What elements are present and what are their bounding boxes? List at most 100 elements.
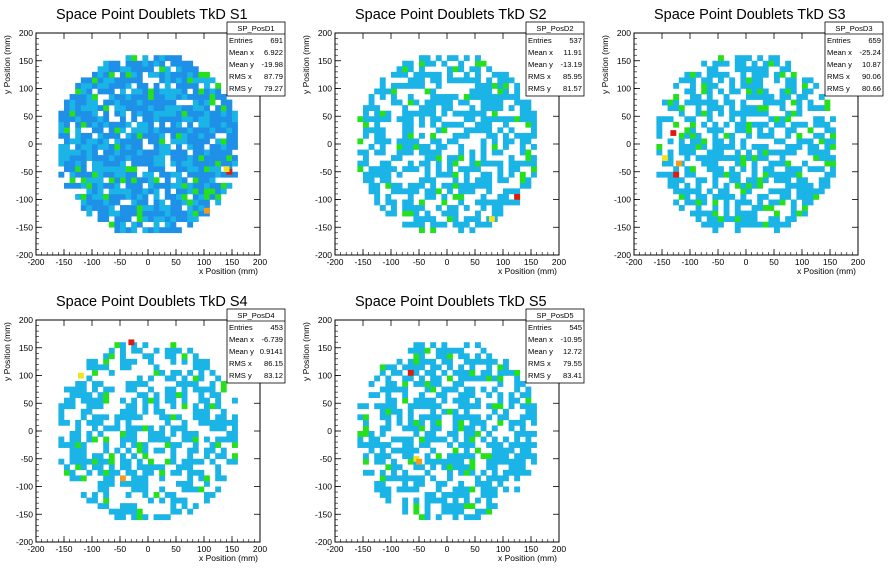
bin [176,205,182,211]
bin [114,508,121,515]
bin [452,381,459,387]
bin [64,138,70,145]
bin [430,221,437,228]
bin [718,144,724,150]
bin [751,221,758,228]
bin [97,182,104,189]
bin [148,177,154,184]
bin [159,425,166,432]
bin [740,166,747,173]
bin [75,431,82,437]
bin [667,116,674,123]
bin [458,199,465,206]
bin [514,431,521,437]
bin [136,66,143,73]
bin [159,149,166,156]
bin [458,464,465,471]
bin [80,82,87,89]
bin [757,132,764,139]
bin [80,94,87,100]
bin [480,469,487,476]
bin [192,431,199,437]
bin [58,127,65,134]
bin [176,88,182,95]
bin [131,397,138,404]
bin [125,425,132,432]
bin [363,149,369,156]
bin [441,353,448,360]
x-tick-label: -200 [625,257,642,267]
bin [379,77,386,84]
x-axis-label: x Position (mm) [199,266,258,276]
bin [746,77,752,84]
y-tick-label: 150 [318,56,332,66]
bin [198,94,205,100]
bin [363,105,369,111]
stat-value: 11.91 [564,48,582,57]
bin [441,503,448,509]
bin [75,171,82,178]
bin [220,453,227,460]
bin [80,447,87,454]
bin [136,221,143,228]
bin [204,480,210,487]
bin [198,138,205,145]
bin [136,199,143,206]
y-tick-label: 50 [323,398,333,408]
x-tick-label: -200 [27,257,44,267]
bin [458,503,465,509]
bin [198,486,205,493]
bin [712,82,719,89]
bin [503,82,509,89]
bin [232,436,238,443]
bin [491,408,498,415]
bin [86,358,93,365]
bin [374,403,381,410]
bin [762,110,769,117]
bin [497,403,504,410]
bin [120,94,126,100]
bin [452,386,459,393]
bin [712,221,719,228]
bin [187,160,194,167]
y-tick-label: 0 [327,139,332,149]
bin [746,177,752,184]
bin [690,127,696,134]
bin [690,99,696,106]
bin [407,127,414,134]
bin [407,182,414,189]
bin [706,82,713,89]
bin [220,127,227,134]
bin [153,177,160,184]
bin [385,210,392,217]
bin [97,121,104,128]
bin [662,116,668,123]
bin [209,447,216,454]
bin [187,144,194,150]
bin [413,358,420,365]
bin [458,397,465,404]
bin [774,71,780,78]
bin [187,116,194,123]
bin [480,99,487,106]
bin [463,514,470,521]
bin [678,193,685,200]
bin [424,347,431,354]
bin [452,55,459,62]
bin [114,138,121,145]
bin [525,386,532,393]
bin [497,116,504,123]
bin [486,116,493,123]
bin [723,71,730,78]
bin [215,375,222,382]
bin [503,88,509,95]
bin [69,94,76,100]
bin [435,392,442,398]
bin [75,166,82,173]
bin [136,105,143,111]
bin [159,138,166,145]
bin [497,475,504,482]
bin [774,149,780,156]
bin [768,216,775,222]
stat-label: Mean y [229,60,254,69]
